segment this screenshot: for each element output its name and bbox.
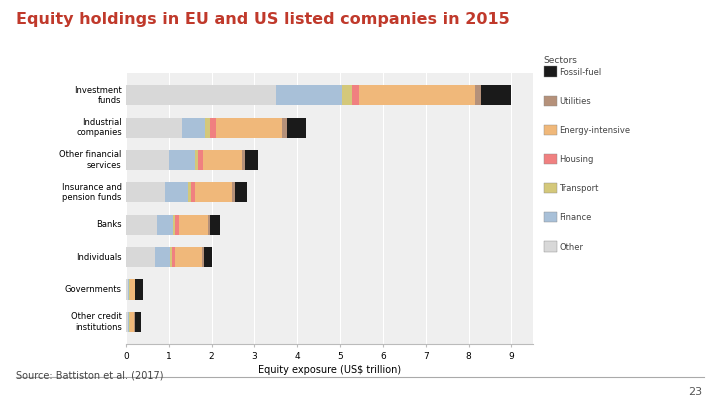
Text: Finance: Finance [559, 213, 592, 222]
Bar [128, 279, 130, 300]
Bar [135, 312, 141, 332]
Bar [242, 150, 245, 170]
Bar [181, 117, 205, 138]
Bar [157, 215, 173, 235]
Bar [204, 247, 212, 267]
Bar [175, 247, 202, 267]
Text: Transport: Transport [559, 184, 599, 193]
Bar [130, 312, 134, 332]
Text: Fossil-fuel: Fossil-fuel [559, 68, 602, 77]
Bar [173, 215, 175, 235]
Bar [210, 215, 220, 235]
Text: Source: Battiston et al. (2017): Source: Battiston et al. (2017) [16, 371, 163, 381]
Text: Other: Other [559, 243, 583, 252]
Bar [126, 312, 128, 332]
Bar [359, 85, 475, 105]
Text: Equity holdings in EU and US listed companies in 2015: Equity holdings in EU and US listed comp… [16, 12, 510, 27]
Bar [276, 85, 342, 105]
Bar [172, 247, 175, 267]
X-axis label: Equity exposure (US$ trillion): Equity exposure (US$ trillion) [258, 365, 401, 375]
Bar [135, 279, 143, 300]
Bar [287, 117, 306, 138]
Bar [191, 182, 195, 202]
Bar [210, 117, 216, 138]
Bar [208, 215, 210, 235]
Bar [126, 85, 276, 105]
Text: Energy-intensive: Energy-intensive [559, 126, 631, 135]
Bar [168, 150, 194, 170]
Bar [155, 247, 170, 267]
Text: 23: 23 [688, 387, 702, 397]
Bar [203, 150, 242, 170]
Bar [188, 182, 191, 202]
Bar [126, 279, 128, 300]
Bar [175, 215, 179, 235]
Bar [202, 247, 204, 267]
Bar [130, 279, 135, 300]
Bar [245, 150, 258, 170]
Bar [194, 150, 198, 170]
Bar [126, 182, 165, 202]
Bar [198, 150, 203, 170]
Bar [205, 117, 210, 138]
Bar [216, 117, 282, 138]
Bar [235, 182, 247, 202]
Bar [179, 215, 208, 235]
Bar [482, 85, 511, 105]
Bar [195, 182, 232, 202]
Bar [126, 117, 181, 138]
Bar [282, 117, 287, 138]
Text: Housing: Housing [559, 155, 594, 164]
Bar [126, 215, 157, 235]
Bar [126, 247, 155, 267]
Bar [342, 85, 351, 105]
Bar [351, 85, 359, 105]
Text: Sectors: Sectors [544, 56, 577, 65]
Bar [165, 182, 188, 202]
Text: Utilities: Utilities [559, 97, 591, 106]
Bar [134, 312, 135, 332]
Bar [170, 247, 172, 267]
Bar [126, 150, 168, 170]
Bar [232, 182, 235, 202]
Bar [128, 312, 130, 332]
Bar [475, 85, 482, 105]
